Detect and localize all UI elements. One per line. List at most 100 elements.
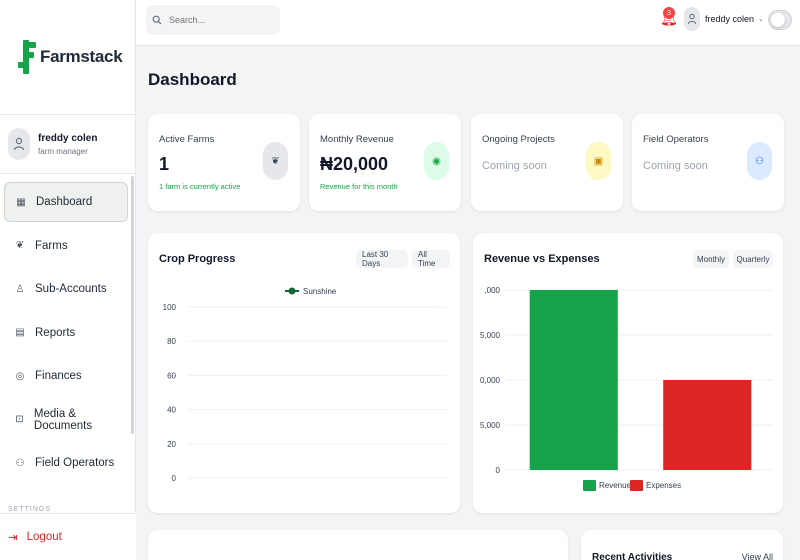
stat-card-ongoing-projects: Ongoing Projects Coming soon ▣: [471, 114, 623, 211]
brand-name: Farmstack: [40, 47, 123, 66]
y-tick-label: 60: [167, 371, 176, 380]
stat-value: Coming soon: [643, 160, 708, 172]
legend-label: Expenses: [646, 481, 681, 490]
user-icon: [13, 137, 25, 151]
revenue-expenses-chart: ,000 5,000 0,000 5,000 0 Revenue Expenses: [480, 286, 773, 491]
coin-icon: ◉: [424, 142, 449, 180]
recent-activities-card: Recent Activities View All: [581, 530, 783, 560]
chevron-down-icon: ⌄: [758, 16, 764, 23]
stat-card-monthly-revenue: Monthly Revenue ₦20,000 Revenue for this…: [309, 114, 461, 211]
y-tick-label: 5,000: [480, 331, 501, 340]
page-title: Dashboard: [148, 70, 237, 89]
y-tick-label: ,000: [484, 286, 500, 295]
sidebar-item-label: Finances: [35, 370, 82, 382]
user-icon: [687, 13, 697, 25]
legend-label: Revenue: [599, 481, 632, 490]
y-tick-label: 40: [167, 406, 176, 415]
sidebar-item-label: Field Operators: [35, 457, 115, 469]
divider: [0, 173, 136, 174]
calendar-icon: ▣: [586, 142, 611, 180]
sidebar-item-label: Farms: [35, 239, 68, 252]
logout-button[interactable]: ⇥ Logout: [8, 530, 62, 544]
notification-badge: 3: [663, 7, 675, 19]
sprout-icon: ❦: [263, 142, 288, 180]
stat-value: ₦20,000: [320, 154, 389, 174]
stat-label: Ongoing Projects: [482, 134, 555, 145]
stat-label: Monthly Revenue: [320, 134, 394, 145]
settings-section-label: SETTINGS: [8, 506, 52, 513]
y-tick-label: 5,000: [480, 421, 501, 430]
chart-title: Revenue vs Expenses: [484, 253, 600, 265]
search-input[interactable]: [169, 15, 269, 25]
filter-last-30-days[interactable]: Last 30 Days: [356, 250, 408, 268]
stat-label: Field Operators: [643, 134, 709, 145]
recent-activities-title: Recent Activities: [592, 552, 673, 560]
stat-subtext: 1 farm is currently active: [159, 182, 241, 191]
crop-progress-chart: 100 80 60 40 20 0 Sunshine: [163, 287, 446, 483]
finance-icon: ◎: [15, 370, 25, 382]
logout-icon: ⇥: [8, 532, 18, 544]
view-all-link[interactable]: View All: [741, 552, 773, 560]
search-icon: [152, 15, 162, 25]
user-icon: ♙: [15, 283, 25, 295]
logout-area: ⇥ Logout: [0, 513, 136, 560]
legend-label: Sunshine: [303, 287, 337, 296]
people-icon: ⚇: [747, 142, 772, 180]
legend-marker: [288, 287, 296, 295]
report-icon: ▤: [15, 327, 25, 338]
stat-card-field-operators: Field Operators Coming soon ⚇: [632, 114, 784, 211]
crop-progress-card: Crop Progress Last 30 Days All Time 100 8…: [148, 233, 460, 513]
logout-label: Logout: [26, 531, 62, 543]
y-tick-label: 80: [167, 337, 176, 346]
sidebar-item-media-documents[interactable]: ⊡ Media & Documents: [4, 400, 128, 440]
chart-title: Crop Progress: [159, 253, 236, 265]
profile-name: freddy colen: [38, 132, 98, 144]
sidebar-item-dashboard[interactable]: ▦ Dashboard: [4, 182, 128, 222]
user-menu[interactable]: freddy colen ⌄: [705, 14, 764, 24]
bar-expenses: [663, 380, 752, 470]
legend-swatch: [583, 480, 596, 491]
y-tick-label: 0,000: [480, 376, 501, 385]
sidebar-item-sub-accounts[interactable]: ♙ Sub-Accounts: [4, 269, 128, 309]
sidebar-item-reports[interactable]: ▤ Reports: [4, 313, 128, 353]
bar-revenue: [529, 290, 618, 470]
filter-quarterly[interactable]: Quarterly: [733, 250, 773, 268]
brand-logo[interactable]: Farmstack: [18, 40, 123, 74]
stat-card-active-farms: Active Farms 1 1 farm is currently activ…: [148, 114, 300, 211]
user-menu-name: freddy colen: [705, 14, 755, 24]
avatar: [8, 128, 30, 160]
y-tick-label: 0: [496, 466, 501, 475]
top-bar: 🔔︎ 3 freddy colen ⌄: [136, 0, 800, 46]
sidebar-nav: ▦ Dashboard ❦ Farms ♙ Sub-Accounts ▤ Rep…: [4, 182, 128, 487]
y-tick-label: 0: [172, 474, 177, 483]
search-box[interactable]: [146, 5, 280, 35]
y-tick-label: 100: [163, 303, 177, 312]
sidebar-item-finances[interactable]: ◎ Finances: [4, 356, 128, 396]
revenue-expenses-card: Revenue vs Expenses Monthly Quarterly ,0…: [473, 233, 783, 513]
sidebar-item-field-operators[interactable]: ⚇ Field Operators: [4, 443, 128, 483]
document-icon: ⊡: [15, 414, 24, 425]
sidebar: Farmstack freddy colen farm manager ▦ Da…: [0, 0, 136, 560]
stat-value: 1: [159, 154, 170, 174]
operators-icon: ⚇: [15, 457, 25, 469]
avatar[interactable]: [684, 7, 700, 31]
user-profile[interactable]: freddy colen farm manager: [8, 128, 97, 160]
sidebar-item-label: Media & Documents: [33, 407, 93, 432]
sidebar-item-label: Dashboard: [36, 196, 93, 208]
theme-toggle[interactable]: [768, 10, 792, 30]
bottom-card-left: [148, 530, 568, 560]
filter-all-time[interactable]: All Time: [412, 250, 450, 268]
sidebar-item-farms[interactable]: ❦ Farms: [4, 226, 128, 266]
legend-swatch: [630, 480, 643, 491]
sidebar-item-label: Sub-Accounts: [35, 283, 107, 295]
sidebar-item-label: Reports: [35, 326, 76, 339]
sprout-icon: ❦: [15, 240, 25, 251]
stat-label: Active Farms: [159, 134, 215, 145]
y-tick-label: 20: [167, 440, 176, 449]
sidebar-scrollbar[interactable]: [131, 176, 134, 434]
stat-value: Coming soon: [482, 160, 547, 172]
stat-subtext: Revenue for this month: [320, 182, 398, 191]
divider: [0, 114, 136, 115]
filter-monthly[interactable]: Monthly: [693, 250, 729, 268]
farmstack-logo-icon: [18, 40, 36, 74]
